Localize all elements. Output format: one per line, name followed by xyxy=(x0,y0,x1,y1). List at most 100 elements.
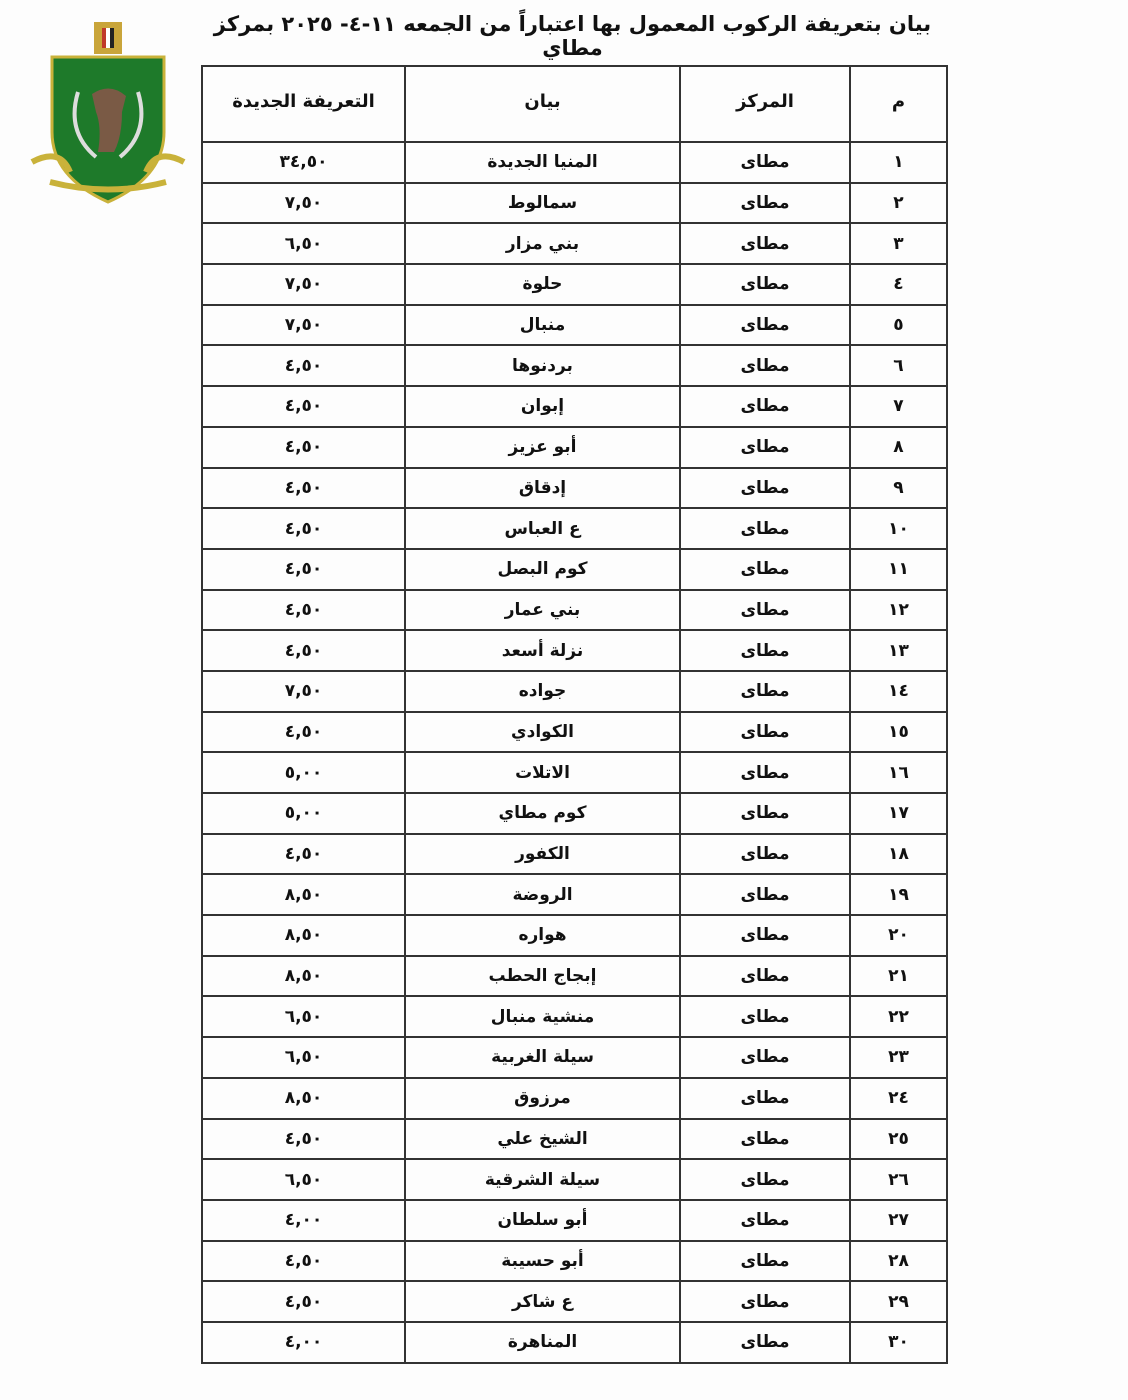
cell-statement: بني مزار xyxy=(404,222,681,266)
table-row: ٢٢ مطاى منشية منبال ٦,٥٠ xyxy=(201,995,948,1039)
table-row: ١١ مطاى كوم البصل ٤,٥٠ xyxy=(201,547,948,591)
cell-center: مطاى xyxy=(679,263,851,306)
table-row: ٤ مطاى حلوة ٧,٥٠ xyxy=(201,263,948,306)
cell-num: ٢٣ xyxy=(849,1036,948,1079)
cell-center: مطاى xyxy=(679,1320,851,1364)
table-row: ١٨ مطاى الكفور ٤,٥٠ xyxy=(201,832,948,876)
cell-num: ٢٤ xyxy=(849,1076,948,1120)
table-row: ٢٠ مطاى هواره ٨,٥٠ xyxy=(201,914,948,957)
cell-fare: ٤,٠٠ xyxy=(201,1198,406,1242)
cell-num: ٢ xyxy=(849,181,948,225)
cell-statement: ع شاكر xyxy=(404,1280,681,1323)
cell-fare: ٦,٥٠ xyxy=(201,1158,406,1201)
cell-statement: كوم مطاي xyxy=(404,792,681,835)
header-fare: التعريفة الجديدة xyxy=(201,65,406,143)
cell-fare: ٤,٥٠ xyxy=(201,466,406,510)
cell-statement: منشية منبال xyxy=(404,995,681,1039)
table-row: ١٣ مطاى نزلة أسعد ٤,٥٠ xyxy=(201,629,948,672)
cell-center: مطاى xyxy=(679,385,851,428)
table-row: ١٤ مطاى جواده ٧,٥٠ xyxy=(201,669,948,713)
cell-center: مطاى xyxy=(679,792,851,835)
cell-statement: نزلة أسعد xyxy=(404,629,681,672)
table-row: ٢١ مطاى إبجاج الحطب ٨,٥٠ xyxy=(201,954,948,998)
cell-num: ١١ xyxy=(849,547,948,591)
cell-statement: منبال xyxy=(404,303,681,347)
table-row: ١٦ مطاى الاتلات ٥,٠٠ xyxy=(201,751,948,794)
cell-fare: ٤,٥٠ xyxy=(201,1239,406,1283)
table-row: ١٩ مطاى الروضة ٨,٥٠ xyxy=(201,873,948,917)
table-row: ٥ مطاى منبال ٧,٥٠ xyxy=(201,303,948,347)
cell-statement: ع العباس xyxy=(404,507,681,550)
cell-center: مطاى xyxy=(679,181,851,225)
cell-statement: بني عمار xyxy=(404,588,681,632)
cell-num: ١٠ xyxy=(849,507,948,550)
cell-fare: ٤,٥٠ xyxy=(201,547,406,591)
cell-num: ١ xyxy=(849,141,948,184)
cell-center: مطاى xyxy=(679,344,851,388)
table-row: ١٥ مطاى الكوادي ٤,٥٠ xyxy=(201,710,948,754)
cell-fare: ٤,٥٠ xyxy=(201,588,406,632)
cell-center: مطاى xyxy=(679,995,851,1039)
cell-fare: ٨,٥٠ xyxy=(201,914,406,957)
cell-center: مطاى xyxy=(679,629,851,672)
cell-num: ١٩ xyxy=(849,873,948,917)
cell-fare: ٦,٥٠ xyxy=(201,1036,406,1079)
cell-num: ٢٦ xyxy=(849,1158,948,1201)
cell-fare: ٥,٠٠ xyxy=(201,751,406,794)
cell-statement: سيلة الغربية xyxy=(404,1036,681,1079)
cell-num: ١٨ xyxy=(849,832,948,876)
cell-statement: المنيا الجديدة xyxy=(404,141,681,184)
cell-num: ١٥ xyxy=(849,710,948,754)
cell-num: ٢٥ xyxy=(849,1117,948,1161)
cell-statement: الروضة xyxy=(404,873,681,917)
cell-fare: ٤,٥٠ xyxy=(201,385,406,428)
table-row: ٢٩ مطاى ع شاكر ٤,٥٠ xyxy=(201,1280,948,1323)
cell-center: مطاى xyxy=(679,954,851,998)
cell-fare: ٨,٥٠ xyxy=(201,1076,406,1120)
cell-center: مطاى xyxy=(679,751,851,794)
cell-fare: ٧,٥٠ xyxy=(201,303,406,347)
cell-num: ٢٨ xyxy=(849,1239,948,1283)
cell-center: مطاى xyxy=(679,303,851,347)
cell-num: ١٦ xyxy=(849,751,948,794)
cell-statement: حلوة xyxy=(404,263,681,306)
table-row: ٢٦ مطاى سيلة الشرقية ٦,٥٠ xyxy=(201,1158,948,1201)
cell-fare: ٧,٥٠ xyxy=(201,181,406,225)
cell-fare: ٤,٠٠ xyxy=(201,1320,406,1364)
cell-center: مطاى xyxy=(679,1158,851,1201)
table-row: ١ مطاى المنيا الجديدة ٣٤,٥٠ xyxy=(201,141,948,184)
cell-statement: أبو حسيبة xyxy=(404,1239,681,1283)
cell-statement: الشيخ علي xyxy=(404,1117,681,1161)
cell-statement: إبوان xyxy=(404,385,681,428)
cell-num: ١٤ xyxy=(849,669,948,713)
cell-fare: ٦,٥٠ xyxy=(201,222,406,266)
cell-num: ٢٧ xyxy=(849,1198,948,1242)
cell-statement: أبو عزيز xyxy=(404,425,681,469)
cell-center: مطاى xyxy=(679,1117,851,1161)
cell-num: ٨ xyxy=(849,425,948,469)
cell-num: ٣٠ xyxy=(849,1320,948,1364)
table-row: ٩ مطاى إدقاق ٤,٥٠ xyxy=(201,466,948,510)
table-row: ١٢ مطاى بني عمار ٤,٥٠ xyxy=(201,588,948,632)
cell-statement: أبو سلطان xyxy=(404,1198,681,1242)
table-row: ٣ مطاى بني مزار ٦,٥٠ xyxy=(201,222,948,266)
cell-statement: كوم البصل xyxy=(404,547,681,591)
cell-center: مطاى xyxy=(679,425,851,469)
table-row: ٢٨ مطاى أبو حسيبة ٤,٥٠ xyxy=(201,1239,948,1283)
cell-num: ٢٠ xyxy=(849,914,948,957)
cell-fare: ٤,٥٠ xyxy=(201,507,406,550)
cell-num: ١٧ xyxy=(849,792,948,835)
cell-center: مطاى xyxy=(679,1239,851,1283)
table-row: ٨ مطاى أبو عزيز ٤,٥٠ xyxy=(201,425,948,469)
cell-num: ٢٩ xyxy=(849,1280,948,1323)
header-statement: بيان xyxy=(404,65,681,143)
cell-num: ٣ xyxy=(849,222,948,266)
cell-center: مطاى xyxy=(679,873,851,917)
cell-center: مطاى xyxy=(679,141,851,184)
cell-fare: ٤,٥٠ xyxy=(201,1117,406,1161)
cell-center: مطاى xyxy=(679,1036,851,1079)
cell-num: ٦ xyxy=(849,344,948,388)
cell-fare: ٤,٥٠ xyxy=(201,344,406,388)
cell-statement: الكوادي xyxy=(404,710,681,754)
cell-center: مطاى xyxy=(679,710,851,754)
